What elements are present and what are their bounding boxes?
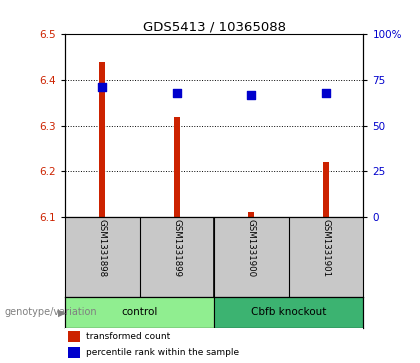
Text: percentile rank within the sample: percentile rank within the sample xyxy=(86,348,239,357)
Bar xyxy=(65,297,214,328)
Bar xyxy=(323,162,329,217)
Text: GSM1331900: GSM1331900 xyxy=(247,219,256,277)
Text: GSM1331899: GSM1331899 xyxy=(173,219,181,277)
Bar xyxy=(174,117,180,217)
Text: control: control xyxy=(121,307,158,317)
Point xyxy=(248,92,255,98)
Text: GSM1331898: GSM1331898 xyxy=(98,219,107,277)
Text: transformed count: transformed count xyxy=(86,332,170,341)
Bar xyxy=(249,212,255,217)
Text: ▶: ▶ xyxy=(58,307,66,317)
Text: genotype/variation: genotype/variation xyxy=(4,307,97,317)
Point xyxy=(99,84,106,90)
Bar xyxy=(68,331,80,342)
Point xyxy=(173,90,180,96)
Bar xyxy=(100,62,105,217)
Text: GSM1331901: GSM1331901 xyxy=(322,219,331,277)
Point xyxy=(323,90,329,96)
Title: GDS5413 / 10365088: GDS5413 / 10365088 xyxy=(143,20,286,33)
Text: Cbfb knockout: Cbfb knockout xyxy=(251,307,326,317)
Bar xyxy=(214,297,363,328)
Bar xyxy=(68,347,80,358)
